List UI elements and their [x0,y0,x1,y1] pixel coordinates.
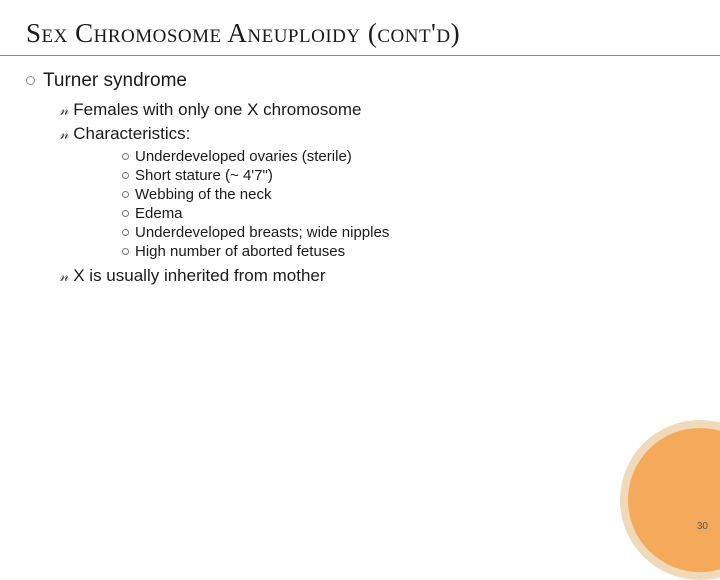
bullet-level3: Underdeveloped breasts; wide nipples [122,224,720,241]
bullet-level2: 𝓃Females with only one X chromosome [60,100,720,120]
script-bullet-icon: 𝓃 [60,127,69,143]
level2-text: Characteristics: [73,124,190,143]
bullet-level1: Turner syndrome [26,70,720,92]
bullet-level3: High number of aborted fetuses [122,243,720,260]
slide-content: Turner syndrome 𝓃Females with only one X… [0,70,720,286]
level3-text: Webbing of the neck [135,186,271,203]
level2-group: 𝓃Females with only one X chromosome 𝓃Cha… [26,100,720,286]
level2-text: Females with only one X chromosome [73,100,361,119]
bullet-level3: Short stature (~ 4'7") [122,167,720,184]
level3-group: Underdeveloped ovaries (sterile) Short s… [60,148,720,260]
decorative-corner-circle [620,420,720,580]
bullet-level3: Edema [122,205,720,222]
bullet-level2: 𝓃X is usually inherited from mother [60,266,720,286]
bullet-level3: Underdeveloped ovaries (sterile) [122,148,720,165]
page-number: 30 [697,521,708,532]
circle-bullet-icon [122,191,129,198]
level2-text: X is usually inherited from mother [73,266,325,285]
level3-text: Underdeveloped breasts; wide nipples [135,224,389,241]
script-bullet-icon: 𝓃 [60,103,69,119]
circle-bullet-icon [122,153,129,160]
circle-bullet-icon [122,248,129,255]
level3-text: Short stature (~ 4'7") [135,167,273,184]
script-bullet-icon: 𝓃 [60,269,69,285]
circle-bullet-icon [26,76,35,85]
circle-bullet-icon [122,229,129,236]
bullet-level2: 𝓃Characteristics: [60,124,720,144]
bullet-level3: Webbing of the neck [122,186,720,203]
level3-text: Underdeveloped ovaries (sterile) [135,148,352,165]
circle-bullet-icon [122,172,129,179]
slide-title: Sex Chromosome Aneuploidy (cont'd) [0,0,720,56]
level3-text: Edema [135,205,183,222]
level3-text: High number of aborted fetuses [135,243,345,260]
level1-text: Turner syndrome [43,70,187,91]
circle-bullet-icon [122,210,129,217]
